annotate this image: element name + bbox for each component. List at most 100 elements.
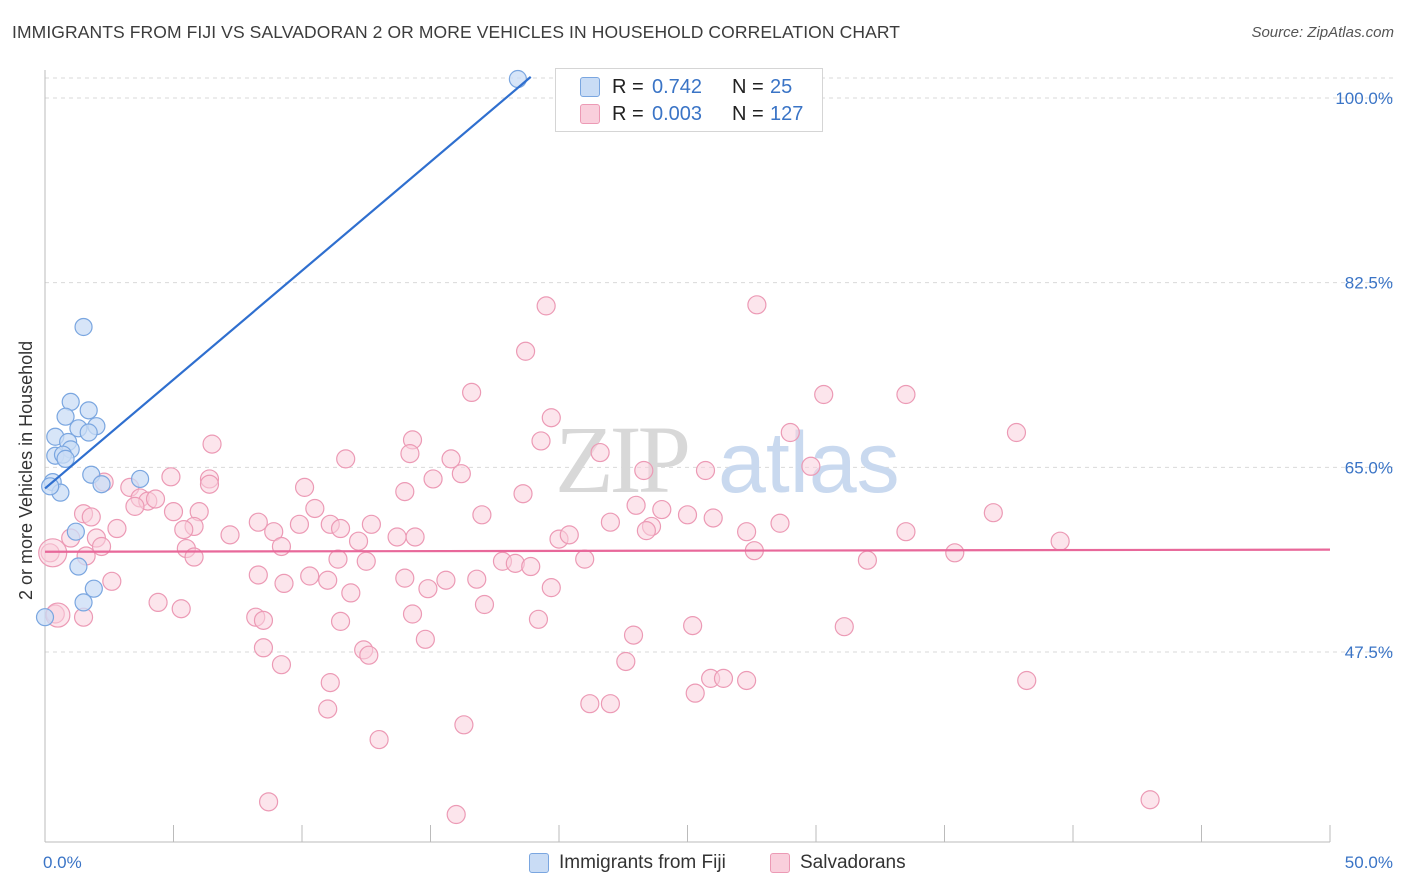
stats-legend: R = 0.742 N = 25 R = 0.003 N = 127 xyxy=(555,68,823,132)
salvadoran-point xyxy=(163,502,184,522)
axes xyxy=(44,70,1331,843)
r-value: 0.003 xyxy=(652,102,703,125)
salvadoran-point xyxy=(395,568,415,588)
salvadoran-point xyxy=(474,594,495,615)
salvadoran-point xyxy=(1006,422,1027,443)
salvadoran-point xyxy=(600,512,621,532)
salvadoran-point xyxy=(359,645,379,665)
salvadoran-point xyxy=(294,477,315,497)
salvadoran-point xyxy=(199,474,220,494)
salvadoran-point xyxy=(590,442,610,463)
r-value: 0.742 xyxy=(652,75,703,98)
fiji-point xyxy=(79,423,98,442)
legend-row-salvadorans: R = 0.003 N = 127 xyxy=(580,102,803,126)
salvadoran-point xyxy=(441,449,461,469)
salvadoran-point xyxy=(472,505,492,525)
salvadoran-point xyxy=(770,513,790,533)
salvadoran-point xyxy=(857,550,878,570)
salvadoran-point xyxy=(703,508,723,528)
chart-title: IMMIGRANTS FROM FIJI VS SALVADORAN 2 OR … xyxy=(12,22,901,42)
salvadoran-point xyxy=(683,616,703,636)
salvadoran-point xyxy=(737,522,757,542)
salvadoran-point xyxy=(467,569,487,589)
salvadoran-point xyxy=(248,565,268,585)
salvadoran-point xyxy=(341,583,361,603)
salvadoran-point xyxy=(318,699,338,719)
r-label: R = xyxy=(612,75,644,98)
salvadoran-point xyxy=(395,482,415,502)
salvadoran-point xyxy=(541,408,561,428)
salvadoran-point xyxy=(737,670,757,691)
salvadoran-point xyxy=(348,531,369,551)
legend-item-fiji[interactable]: Immigrants from Fiji xyxy=(529,852,726,874)
n-value: 25 xyxy=(770,75,793,98)
grid-lines xyxy=(45,77,1395,653)
salvadoran-point xyxy=(652,499,672,520)
salvadoran-point xyxy=(462,382,482,403)
salvadoran-point xyxy=(713,668,734,688)
series-legend: Immigrants from Fiji Salvadorans xyxy=(0,852,1406,876)
fiji-point xyxy=(84,579,103,598)
salvadoran-point xyxy=(305,498,325,519)
fiji-point xyxy=(66,522,85,541)
salvadoran-point xyxy=(515,341,536,361)
fiji-point xyxy=(508,69,527,89)
fiji-point xyxy=(41,477,60,496)
salvadoran-point xyxy=(780,422,800,443)
r-label: R = xyxy=(612,102,644,125)
watermark-zip: ZIP xyxy=(555,406,688,513)
n-value: 127 xyxy=(770,102,804,125)
y-tick-label: 65.0% xyxy=(1345,458,1393,477)
salvadoran-point xyxy=(983,503,1003,523)
salvadoran-point xyxy=(575,549,595,569)
salvadoran-point xyxy=(814,384,834,405)
salvadoran-point xyxy=(531,431,551,451)
trend-lines xyxy=(44,76,1331,553)
salvadoran-point xyxy=(300,566,320,586)
salvadoran-point xyxy=(91,536,112,557)
salvadoran-point xyxy=(634,460,654,481)
legend-item-salvadorans[interactable]: Salvadorans xyxy=(770,852,906,874)
salvadoran-point xyxy=(289,514,310,534)
salvadoran-point xyxy=(600,694,621,714)
salvadoran-point xyxy=(125,496,145,516)
salvadoran-point xyxy=(145,489,166,509)
legend-row-fiji: R = 0.742 N = 25 xyxy=(580,75,792,99)
salvadoran-point xyxy=(801,456,821,476)
salvadoran-point xyxy=(945,543,965,563)
salvadoran-point xyxy=(454,715,474,735)
salvadoran-point xyxy=(356,551,376,571)
salvadoran-point xyxy=(248,512,268,532)
fiji-point xyxy=(79,401,98,420)
salvadoran-point xyxy=(677,505,698,525)
salvadoran-point xyxy=(423,469,443,489)
salvadoran-point xyxy=(202,434,222,454)
x-tick-label: 0.0% xyxy=(43,853,82,872)
salvadoran-trend-line xyxy=(44,548,1331,553)
y-tick-label: 82.5% xyxy=(1345,274,1393,293)
salvadoran-point xyxy=(834,617,854,637)
salvadoran-point xyxy=(541,578,561,598)
salvadoran-point xyxy=(521,556,541,577)
fiji-point xyxy=(74,317,93,337)
salvadoran-point xyxy=(318,570,338,590)
n-label: N = xyxy=(732,75,764,98)
salvadoran-point xyxy=(559,525,579,545)
salvadoran-point xyxy=(258,792,279,812)
salvadoran-point xyxy=(271,536,292,557)
fiji-point xyxy=(74,593,93,612)
fiji-point xyxy=(130,469,150,489)
fiji-swatch xyxy=(529,853,549,873)
fiji-trend-line xyxy=(44,76,532,490)
salvadoran-point xyxy=(387,527,407,547)
salvadoran-point xyxy=(330,518,351,539)
salvadoran-point xyxy=(415,629,435,649)
salvadoran-point xyxy=(513,484,533,504)
source-credit: Source: ZipAtlas.com xyxy=(1251,24,1394,41)
salvadoran-point xyxy=(616,651,636,672)
salvadoran-point xyxy=(528,609,549,629)
salvadoran-point xyxy=(446,804,466,825)
x-tick-label: 50.0% xyxy=(1345,853,1393,872)
legend-label-salvadorans: Salvadorans xyxy=(800,852,906,873)
